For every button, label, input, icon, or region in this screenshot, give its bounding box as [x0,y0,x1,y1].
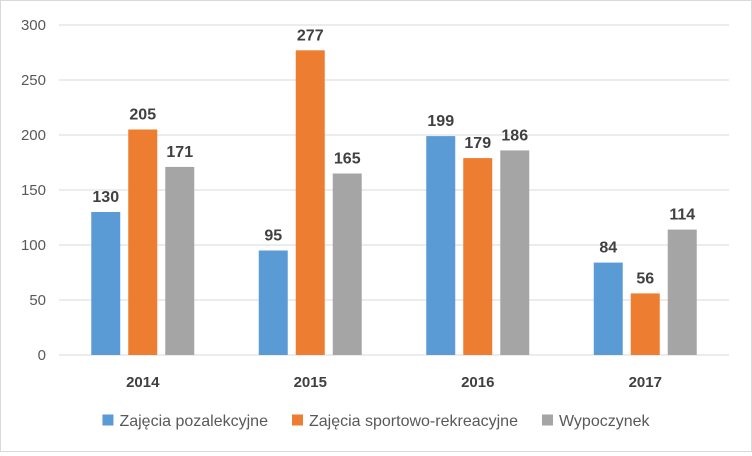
data-label: 179 [464,135,491,152]
bar-2015-series-0 [258,250,288,355]
y-axis: 0 50 100 150 200 250 300 [21,17,46,364]
bar-2016-series-1 [463,158,493,355]
data-label: 199 [427,113,454,130]
data-label: 186 [501,127,528,144]
bar-2016-series-0 [426,136,456,355]
legend-label: Wypoczynek [559,413,651,430]
x-axis: 2014 2015 2016 2017 [126,374,662,391]
x-tick-label: 2017 [629,374,662,391]
data-labels: 130 205 171 95 277 165 199 179 186 84 56 114 [92,27,695,287]
bars [91,50,697,356]
y-tick-label: 50 [29,292,46,309]
legend-swatch [291,414,303,426]
x-tick-label: 2015 [294,374,327,391]
data-label: 56 [636,270,654,287]
gridlines [59,24,729,356]
bar-2014-series-0 [91,212,121,355]
data-label: 114 [669,207,695,224]
y-tick-label: 250 [21,72,46,89]
legend-swatch [541,414,553,426]
bar-2017-series-1 [630,293,660,355]
data-label: 130 [92,189,119,206]
bar-2014-series-2 [165,166,195,355]
bar-2016-series-2 [500,150,530,355]
bar-2015-series-2 [332,173,362,355]
x-tick-label: 2016 [461,374,494,391]
data-label: 277 [297,27,324,44]
y-tick-label: 0 [38,347,46,364]
data-label: 165 [334,151,361,168]
bar-2015-series-1 [295,50,325,356]
data-label: 205 [129,107,156,124]
data-label: 95 [264,228,282,245]
legend: Zajęcia pozalekcyjne Zajęcia sportowo-rek… [102,413,651,430]
y-tick-label: 200 [21,127,46,144]
x-tick-label: 2014 [126,374,160,391]
legend-swatch [102,414,114,426]
bar-2014-series-1 [128,129,158,355]
bar-2017-series-0 [593,262,623,355]
legend-label: Zajęcia sportowo-rekreacyjne [309,413,518,430]
y-tick-label: 300 [21,17,46,34]
bar-2017-series-2 [667,229,697,355]
legend-label: Zajęcia pozalekcyjne [119,413,268,430]
y-tick-label: 150 [21,182,46,199]
data-label: 171 [166,144,193,161]
data-label: 84 [599,240,617,257]
y-tick-label: 100 [21,237,46,254]
